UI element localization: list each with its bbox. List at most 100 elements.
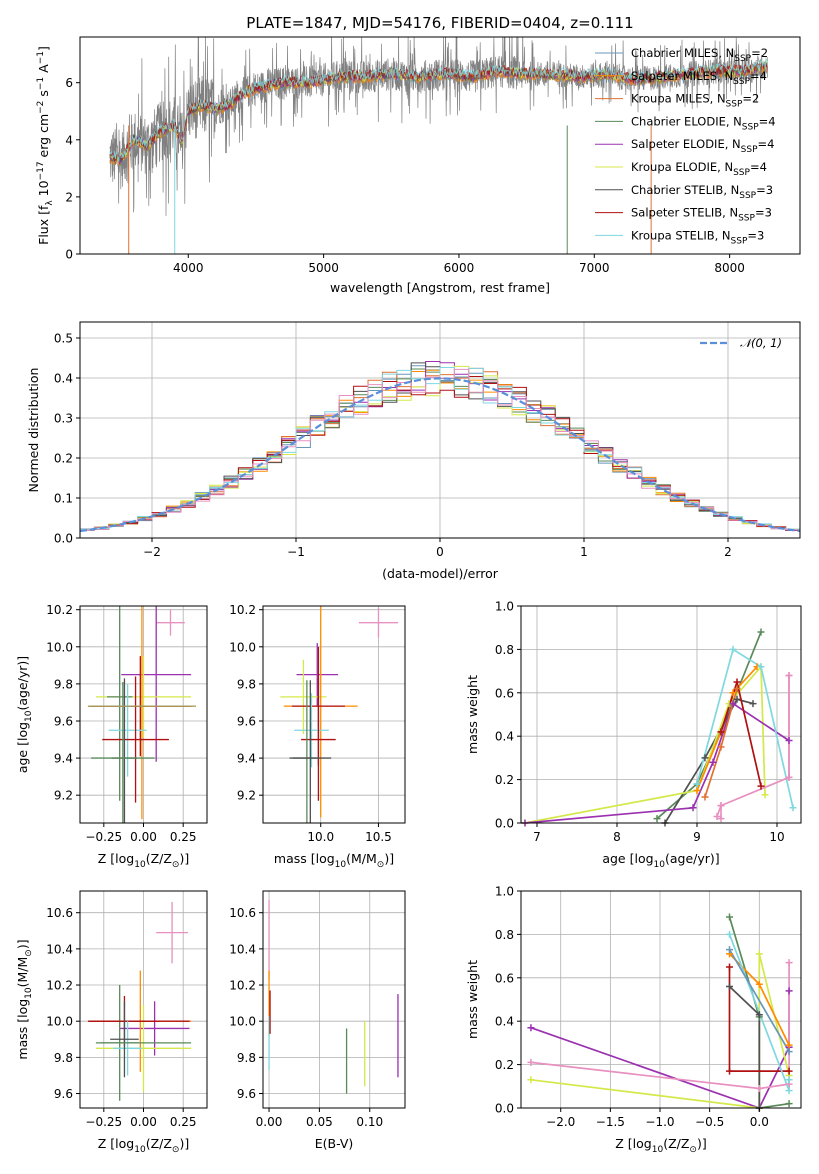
- label-part: age/yr)]: [670, 851, 720, 866]
- legend-label: Chabrier ELODIE, NSSP=4: [631, 114, 776, 132]
- y-tick-label: 10.2: [229, 979, 256, 993]
- y-tick-label: 9.6: [54, 714, 73, 728]
- residuals-panel: −2 −1 0 1 2 0.0 0.1 0.2 0.3 0.4 0.5 (data-model)/er…: [26, 321, 801, 581]
- x-axis-label: wavelength [Angstrom, rest frame]: [330, 280, 550, 295]
- y-tick-label: 10.2: [46, 979, 73, 993]
- x-tick-label: −2.0: [546, 1115, 575, 1129]
- x-axis-label: Z [log10(Z/Z⊙)]: [98, 851, 189, 870]
- label-part: =2: [742, 92, 759, 106]
- weight-series-line: [696, 648, 794, 808]
- y-tick-label: 0.4: [495, 730, 514, 744]
- label-part: (: [15, 706, 30, 711]
- label-part: ⊙: [377, 860, 385, 870]
- y-tick-label: 0.2: [54, 452, 73, 466]
- x-tick-label: 0.0: [750, 1115, 769, 1129]
- y-tick-label: 6: [65, 76, 73, 90]
- label-part: 10: [652, 1145, 664, 1155]
- label-part: −17: [36, 161, 46, 180]
- weight-marker: [527, 1024, 535, 1032]
- x-tick-label: 0.05: [306, 1115, 333, 1129]
- label-part: Kroupa ELODIE, N: [631, 160, 733, 174]
- label-part: SSP: [731, 236, 748, 246]
- x-tick-label: 8000: [714, 261, 745, 275]
- label-part: SSP: [738, 214, 755, 224]
- y-axis-label: Normed distribution: [26, 368, 41, 493]
- weight-marker: [785, 1076, 793, 1084]
- label-part: mass [: [274, 851, 316, 866]
- label-part: s: [36, 90, 51, 101]
- y-tick-label: 0.2: [495, 773, 514, 787]
- legend-label: Chabrier MILES, NSSP=2: [631, 46, 768, 64]
- x-tick-label: −1: [287, 545, 305, 559]
- label-part: =4: [750, 69, 767, 83]
- y-tick-label: 10.4: [229, 942, 256, 956]
- weight-marker: [733, 684, 741, 692]
- weight-marker: [757, 782, 765, 790]
- age-vs-mass-panel: 10.0 10.5 9.2 9.4 9.6 9.8 10.0 10.2 mass [log10(…: [229, 603, 406, 870]
- label-part: Chabrier MILES, N: [631, 46, 734, 60]
- y-tick-label: 0.0: [495, 817, 514, 831]
- y-tick-label: 0.8: [495, 643, 514, 657]
- x-tick-label: 9: [693, 830, 701, 844]
- y-tick-label: 0.8: [495, 928, 514, 942]
- x-tick-label: 10.0: [307, 830, 334, 844]
- label-part: Salpeter ELODIE, N: [631, 137, 741, 151]
- weight-marker: [701, 754, 709, 762]
- weight-marker: [733, 678, 741, 686]
- y-tick-label: 0.1: [54, 492, 73, 506]
- label-part: ⊙: [689, 1145, 697, 1155]
- y-axis-label: age [log10(age/yr)]: [15, 656, 34, 773]
- legend-label: Kroupa MILES, NSSP=2: [631, 92, 759, 110]
- label-part: M/M: [15, 957, 30, 983]
- label-part: 10: [24, 710, 34, 722]
- x-tick-label: 0: [436, 545, 444, 559]
- label-part: ]: [36, 46, 51, 51]
- label-part: )]: [179, 1136, 189, 1151]
- label-part: log: [15, 999, 30, 1018]
- weight-marker: [726, 1067, 734, 1075]
- axes-frame: [520, 605, 802, 824]
- axes-frame: [520, 890, 802, 1109]
- label-part: (: [146, 851, 151, 866]
- label-part: mass [: [15, 1018, 30, 1060]
- y-tick-label: 0.2: [495, 1058, 514, 1072]
- legend-label: Salpeter MILES, NSSP=4: [631, 69, 767, 87]
- weight-marker: [726, 946, 734, 954]
- weight-marker: [755, 1011, 763, 1019]
- y-tick-label: 0.3: [54, 412, 73, 426]
- x-tick-label: 2: [724, 545, 732, 559]
- y-tick-label: 9.4: [54, 752, 73, 766]
- weight-marker: [785, 773, 793, 781]
- label-part: E(B-V): [315, 1136, 354, 1151]
- label-part: SSP: [734, 54, 751, 64]
- label-part: log: [15, 722, 30, 741]
- y-tick-label: 2: [65, 190, 73, 204]
- plot-area: [80, 361, 800, 533]
- y-tick-label: 10.0: [46, 640, 73, 654]
- label-part: 10: [134, 1145, 146, 1155]
- weight-series-line: [720, 678, 762, 787]
- axes-frame: [79, 36, 801, 255]
- weight-marker: [761, 791, 769, 799]
- y-tick-label: 10.6: [46, 906, 73, 920]
- y-tick-label: 10.0: [46, 1015, 73, 1029]
- label-part: −1: [36, 51, 46, 64]
- x-tick-label: −0.25: [85, 830, 122, 844]
- label-part: M/M: [351, 851, 377, 866]
- plot-area: [524, 631, 794, 823]
- model-series-line: [109, 57, 768, 162]
- label-part: SSP: [726, 100, 743, 110]
- weight-marker: [689, 804, 697, 812]
- mass-vs-ebv-panel: 0.00 0.05 0.10 9.6 9.8 10.0 10.2 10.4 10.6 E(B-V): [229, 890, 406, 1151]
- y-tick-label: 0.4: [495, 1015, 514, 1029]
- y-tick-label: 0.0: [54, 532, 73, 546]
- label-part: age [: [602, 851, 634, 866]
- y-axis-label: mass weight: [465, 960, 480, 1039]
- y-axis-label: Flux [fλ 10−17 erg cm−2 s−1 A−1]: [36, 46, 55, 245]
- y-tick-label: 9.4: [237, 752, 256, 766]
- weight-marker: [729, 645, 737, 653]
- plot-area: [87, 606, 196, 823]
- y-tick-label: 1.0: [495, 600, 514, 614]
